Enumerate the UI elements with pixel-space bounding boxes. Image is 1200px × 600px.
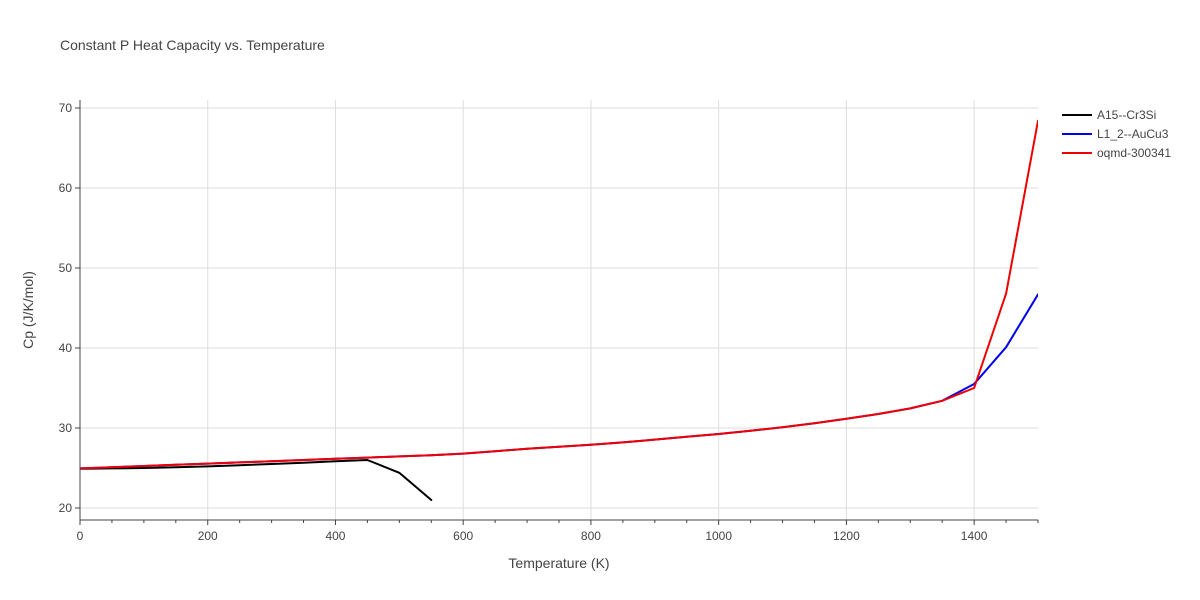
x-tick-label: 800 [581, 529, 601, 543]
x-gridlines [207, 100, 975, 520]
x-tick-label: 200 [198, 529, 218, 543]
x-axis-title: Temperature (K) [508, 555, 609, 571]
legend-label: oqmd-300341 [1097, 146, 1171, 160]
x-tick-label: 0 [77, 529, 84, 543]
series-line-oqmd-300341[interactable] [80, 119, 1038, 470]
x-tick-label: 1200 [833, 529, 860, 543]
y-tick-label: 40 [59, 341, 73, 355]
legend-label: L1_2--AuCu3 [1097, 127, 1169, 141]
legend[interactable]: A15--Cr3Si L1_2--AuCu3 oqmd-300341 [1062, 108, 1171, 160]
y-tick-label: 20 [59, 501, 73, 515]
series-line-a15-cr3si[interactable] [80, 459, 433, 501]
y-axis-title: Cp (J/K/mol) [20, 271, 36, 349]
y-gridlines [80, 107, 1038, 509]
y-axis-ticks: 20 30 40 50 60 70 [59, 101, 80, 515]
y-tick-label: 60 [59, 181, 73, 195]
legend-item[interactable]: A15--Cr3Si [1062, 108, 1156, 122]
legend-item[interactable]: oqmd-300341 [1062, 146, 1171, 160]
x-tick-label: 400 [325, 529, 345, 543]
x-tick-label: 1000 [705, 529, 732, 543]
legend-item[interactable]: L1_2--AuCu3 [1062, 127, 1169, 141]
legend-label: A15--Cr3Si [1097, 108, 1156, 122]
y-tick-label: 70 [59, 101, 73, 115]
series-line-l1-2-aucu3[interactable] [80, 293, 1038, 470]
y-tick-label: 30 [59, 421, 73, 435]
x-tick-label: 600 [453, 529, 473, 543]
x-tick-label: 1400 [961, 529, 988, 543]
x-axis-ticks: 0 200 400 600 800 1000 1200 1400 [77, 520, 1039, 543]
plot-area[interactable] [80, 119, 1038, 501]
chart-title: Constant P Heat Capacity vs. Temperature [60, 37, 325, 53]
y-tick-label: 50 [59, 261, 73, 275]
